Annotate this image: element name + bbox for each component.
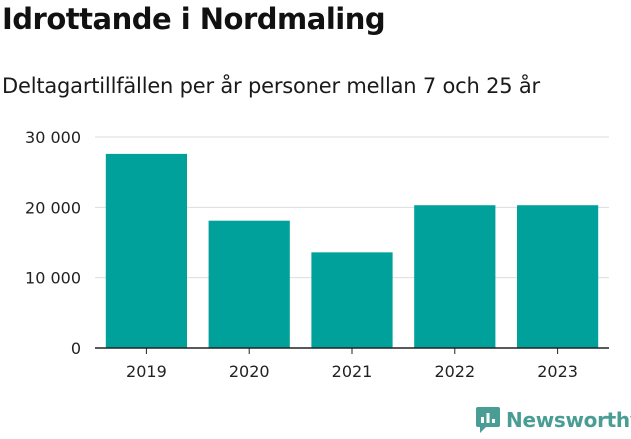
bar: [208, 220, 290, 348]
y-tick-label: 30 000: [25, 128, 81, 147]
y-tick-label: 20 000: [25, 198, 81, 217]
bar: [414, 205, 496, 348]
x-tick-label: 2023: [537, 362, 578, 381]
bars: [105, 153, 599, 348]
newsworthy-logo-icon: [476, 407, 500, 433]
x-tick-label: 2019: [126, 362, 167, 381]
tick-labels: 0 10 000 20 000 30 000 2019 2020 2021 2022 2023: [25, 128, 578, 381]
axes: [95, 347, 609, 354]
x-tick-label: 2021: [332, 362, 373, 381]
chart-subtitle: Deltagartillfällen per år personer mella…: [2, 74, 540, 98]
bar: [105, 153, 188, 348]
y-tick-label: 0: [71, 339, 81, 358]
bar: [516, 205, 599, 348]
newsworthy-brand: Newsworthy: [476, 405, 631, 435]
brand-name: Newsworthy: [506, 408, 631, 432]
chart-title: Idrottande i Nordmaling: [2, 2, 386, 36]
y-tick-label: 10 000: [25, 269, 81, 288]
x-tick-label: 2022: [434, 362, 475, 381]
x-tick-label: 2020: [229, 362, 270, 381]
bar: [311, 252, 393, 348]
